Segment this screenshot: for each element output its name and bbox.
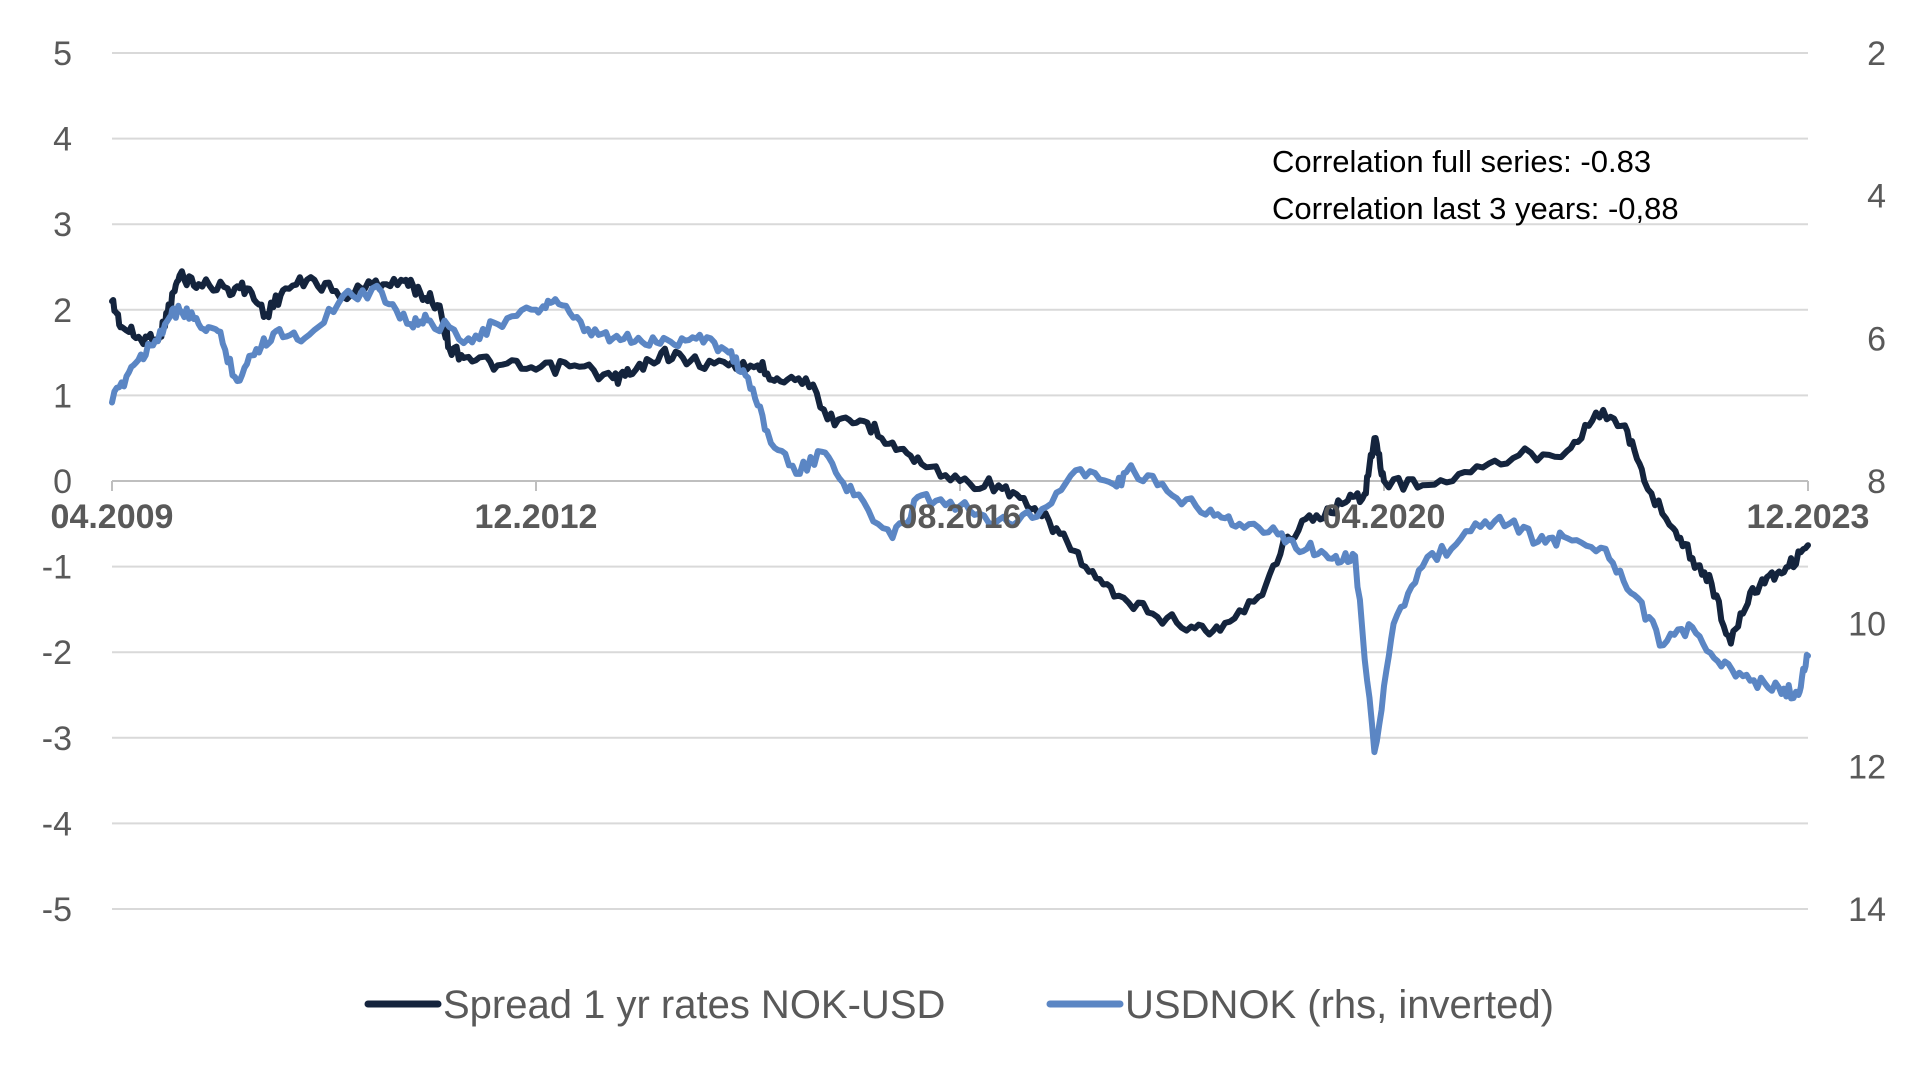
annotation-correlation-full: Correlation full series: -0.83 [1272, 144, 1651, 179]
right-tick-label: 2 [1867, 35, 1886, 73]
left-tick-label: -1 [42, 549, 72, 587]
left-tick-label: 4 [53, 121, 72, 159]
gridlines [112, 52, 1808, 910]
left-axis-ticks: 5 4 3 2 1 0 -1 -2 -3 -4 -5 [42, 35, 72, 929]
right-tick-label: 4 [1867, 178, 1886, 216]
annotation-correlation-last-3-years: Correlation last 3 years: -0,88 [1272, 191, 1679, 226]
right-tick-label: 14 [1848, 891, 1886, 929]
series-line-spread [109, 268, 1811, 647]
right-tick-label: 10 [1848, 606, 1886, 644]
left-tick-label: 2 [53, 292, 72, 330]
x-tick-label: 12.2023 [1747, 498, 1870, 536]
right-tick-label: 12 [1848, 748, 1886, 786]
x-axis-labels: 04.2009 12.2012 08.2016 04.2020 12.2023 [51, 498, 1870, 536]
left-tick-label: 5 [53, 35, 72, 73]
right-axis-ticks: 2 4 6 8 10 12 14 [1848, 35, 1886, 929]
left-tick-label: -2 [42, 634, 72, 672]
legend: Spread 1 yr rates NOK-USD USDNOK (rhs, i… [364, 983, 1554, 1027]
left-tick-label: 1 [53, 377, 72, 415]
x-tick-label: 04.2020 [1323, 498, 1446, 536]
series-line-usdnok [109, 282, 1811, 756]
left-tick-label: -3 [42, 720, 72, 758]
right-tick-label: 6 [1867, 320, 1886, 358]
legend-label-spread: Spread 1 yr rates NOK-USD [443, 983, 945, 1027]
right-tick-label: 8 [1867, 463, 1886, 501]
left-tick-label: 0 [53, 463, 72, 501]
x-tick-label: 12.2012 [475, 498, 598, 536]
series-lines [109, 268, 1811, 756]
left-tick-label: -5 [42, 891, 72, 929]
x-tick-label: 04.2009 [51, 498, 174, 536]
left-tick-label: 3 [53, 206, 72, 244]
left-tick-label: -4 [42, 805, 72, 843]
legend-label-usdnok: USDNOK (rhs, inverted) [1125, 983, 1554, 1027]
x-tick-label: 08.2016 [899, 498, 1022, 536]
